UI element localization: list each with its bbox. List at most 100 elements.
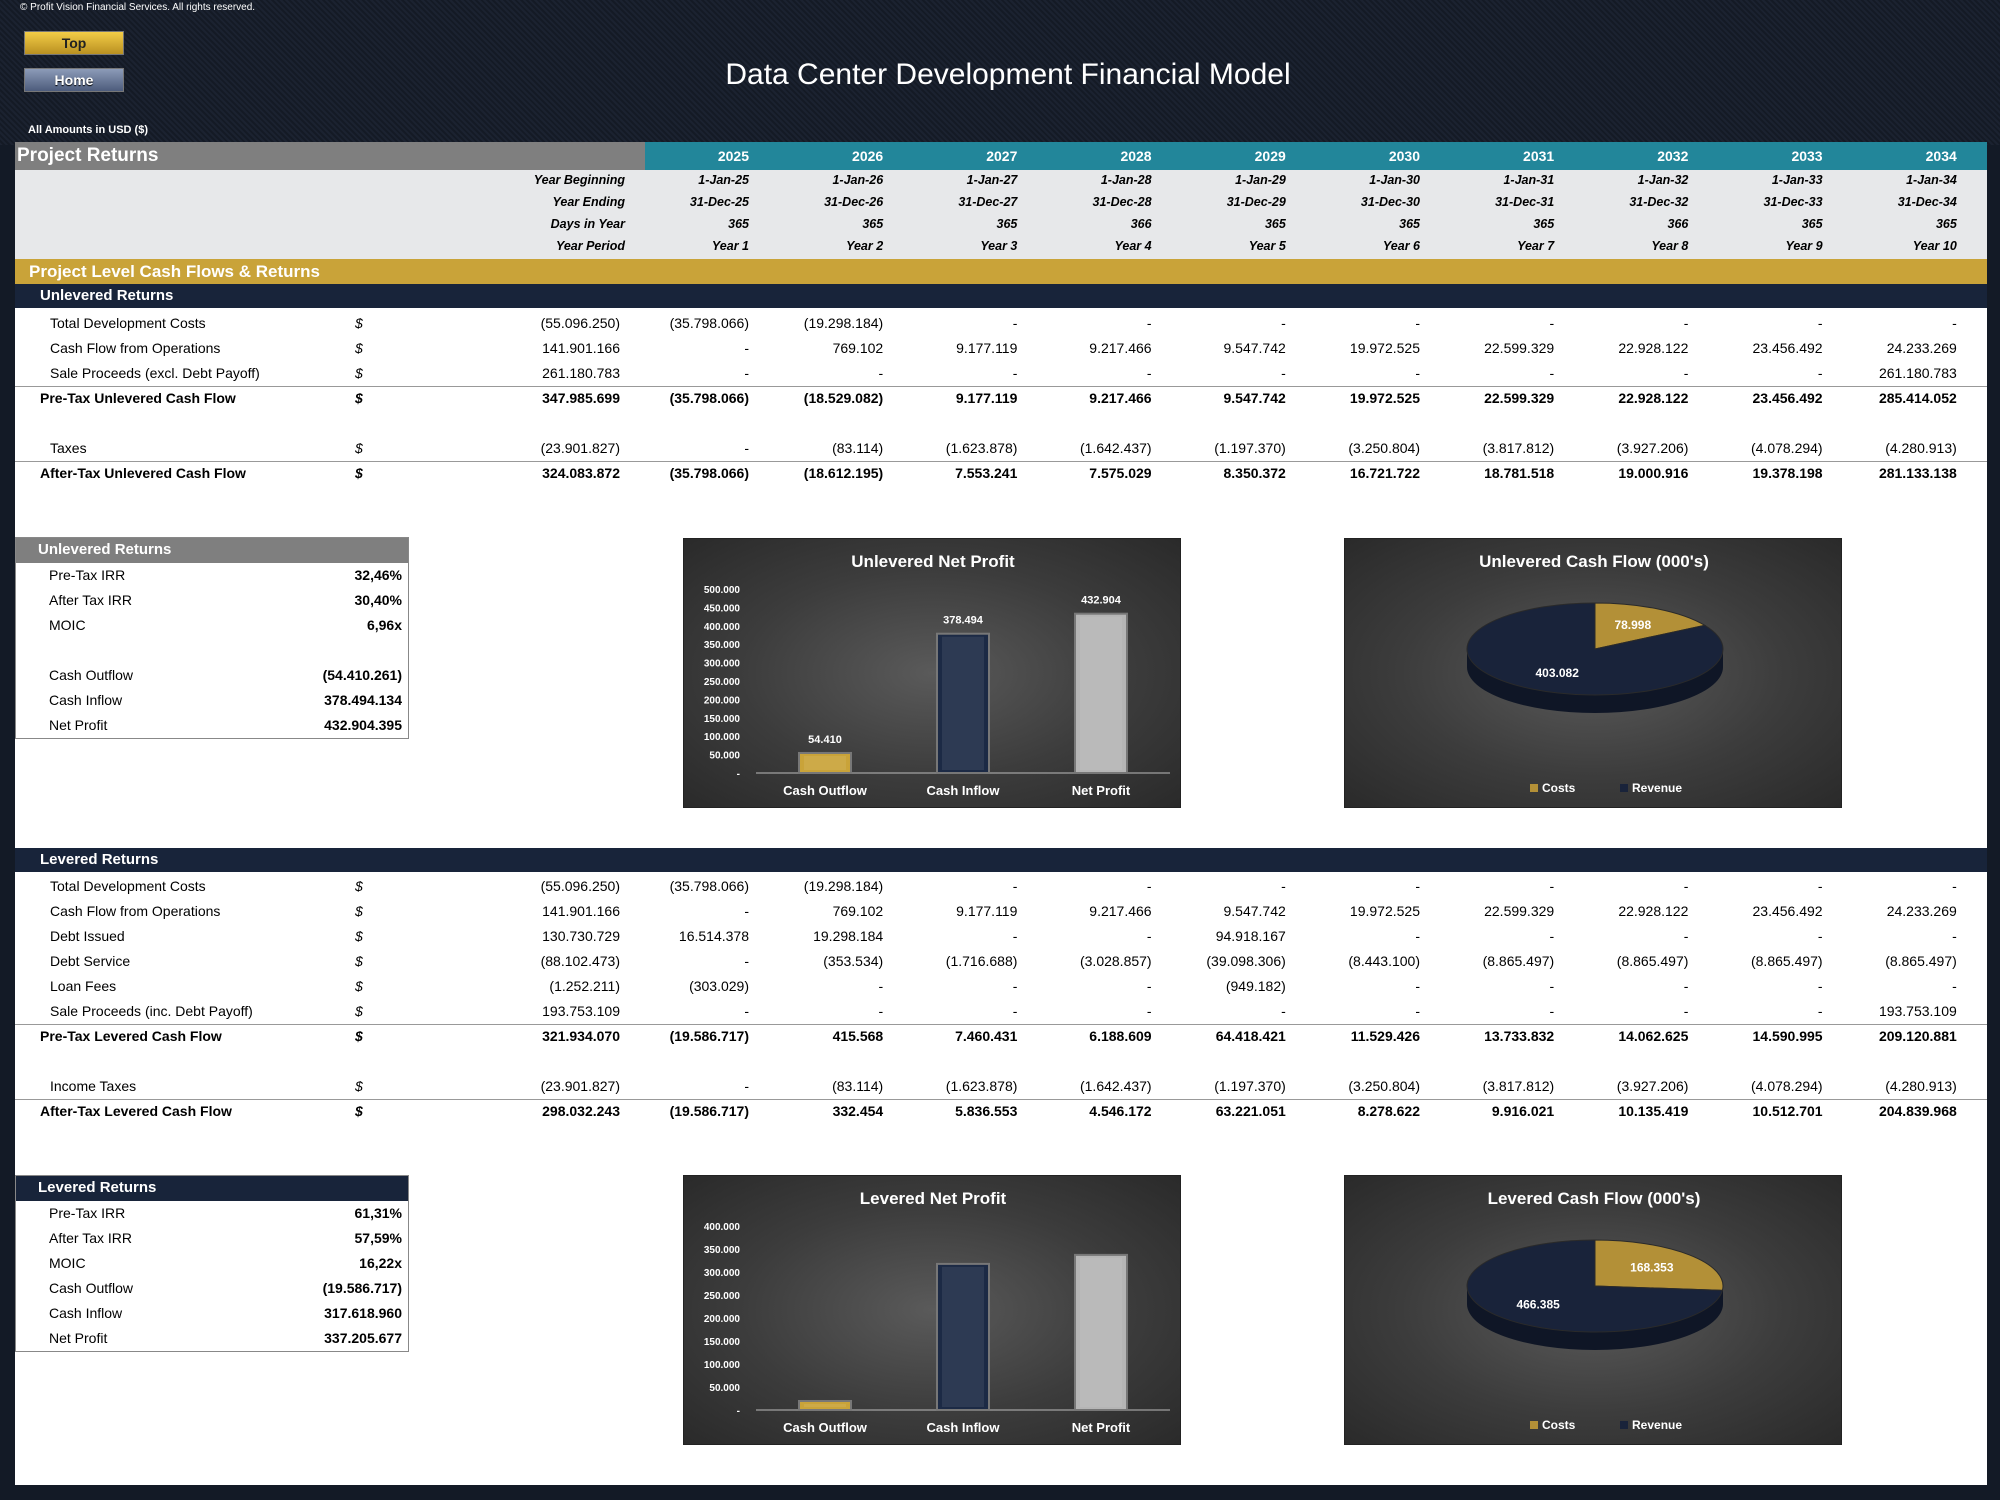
levered-summary-box: Levered Returns Pre-Tax IRR 61,31% After T…	[15, 1175, 409, 1352]
period-row-label: Year Ending	[552, 195, 625, 209]
year-header-bar: 2025 2026 2027 2028 2029 2030 2031 2032 2033 2034	[645, 142, 1987, 170]
row-value: (4.280.913)	[1885, 1078, 1957, 1094]
summary-value: (19.586.717)	[322, 1280, 402, 1296]
row-value: -	[1817, 878, 1823, 894]
row-value: 19.298.184	[813, 928, 884, 944]
row-value: (4.078.294)	[1750, 1078, 1823, 1094]
y-tick-label: 350.000	[704, 640, 741, 651]
row-value: (303.029)	[689, 978, 749, 994]
row-value: 9.916.021	[1491, 1103, 1555, 1119]
row-label: After-Tax Levered Cash Flow	[40, 1103, 232, 1119]
y-tick-label: 100.000	[704, 1360, 741, 1371]
row-value: -	[1549, 928, 1555, 944]
row-value: 10.512.701	[1752, 1103, 1823, 1119]
row-value: (3.817.812)	[1482, 1078, 1555, 1094]
row-value: 769.102	[832, 340, 884, 356]
row-value: 5.836.553	[955, 1103, 1018, 1119]
row-value: 22.928.122	[1618, 903, 1689, 919]
period-cell: 31-Dec-29	[1226, 195, 1286, 209]
period-cell: 1-Jan-34	[1906, 173, 1957, 187]
chart-title: Unlevered Cash Flow (000's)	[1479, 552, 1709, 571]
row-value: -	[1549, 1003, 1555, 1019]
period-cell: 366	[1130, 217, 1152, 231]
period-cell: 31-Dec-31	[1495, 195, 1555, 209]
summary-row: After Tax IRR 30,40%	[16, 588, 408, 613]
header-background	[0, 0, 2000, 145]
unit-label: $	[355, 365, 363, 381]
period-cell: 366	[1667, 217, 1689, 231]
unit-label: $	[355, 878, 363, 894]
home-button[interactable]: Home	[24, 68, 124, 92]
summary-label: Cash Outflow	[49, 1280, 134, 1296]
summary-value: 57,59%	[354, 1230, 402, 1246]
row-value: (19.586.717)	[669, 1028, 749, 1044]
period-cell: 365	[1801, 217, 1823, 231]
summary-row: Pre-Tax IRR 32,46%	[16, 563, 408, 588]
period-cell: Year 8	[1651, 239, 1689, 253]
period-cell: 31-Dec-28	[1092, 195, 1152, 209]
top-button[interactable]: Top	[24, 31, 124, 55]
summary-value: (54.410.261)	[322, 667, 402, 683]
spreadsheet: Project Returns 2025 2026 2027 2028 2029 2030…	[15, 142, 1987, 1485]
row-value: (353.534)	[823, 953, 884, 969]
period-cell: 1-Jan-29	[1235, 173, 1286, 187]
row-value: -	[1146, 928, 1152, 944]
row-value: 9.217.466	[1089, 903, 1152, 919]
y-tick-label: 100.000	[704, 732, 741, 743]
y-tick-label: 250.000	[704, 1291, 741, 1302]
y-tick-label: 400.000	[704, 1222, 741, 1233]
row-value: -	[1817, 365, 1823, 381]
row-label: Debt Service	[50, 953, 131, 969]
row-label: Pre-Tax Unlevered Cash Flow	[40, 390, 236, 406]
pie-slice	[1594, 602, 1707, 650]
row-value: -	[1817, 315, 1823, 331]
row-value: 9.547.742	[1223, 340, 1286, 356]
unit-label: $	[355, 465, 363, 481]
bar-highlight	[942, 636, 984, 770]
row-label: Taxes	[50, 440, 87, 456]
row-value: -	[1146, 978, 1152, 994]
period-cell: 1-Jan-30	[1369, 173, 1420, 187]
row-value: 4.546.172	[1089, 1103, 1152, 1119]
row-value: (3.927.206)	[1616, 440, 1689, 456]
table-row: Total Development Costs $ (55.096.250) (35.…	[15, 875, 1987, 897]
unit-label: $	[355, 340, 363, 356]
y-tick-label: 300.000	[704, 659, 741, 670]
y-tick-label: 250.000	[704, 677, 741, 688]
period-row-label: Days in Year	[550, 217, 625, 231]
row-value: (4.280.913)	[1885, 440, 1957, 456]
row-label: Income Taxes	[50, 1078, 137, 1094]
summary-label: Net Profit	[49, 1330, 108, 1346]
year-label: 2032	[1657, 148, 1689, 164]
row-value: (19.298.184)	[803, 315, 884, 331]
row-label: After-Tax Unlevered Cash Flow	[40, 465, 246, 481]
row-value: (35.798.066)	[669, 390, 749, 406]
row-total: (1.252.211)	[549, 978, 620, 994]
levered-net-profit-chart: Levered Net Profit - 50.000 100.000 150.000 2…	[683, 1175, 1181, 1445]
summary-value: 337.205.677	[324, 1330, 402, 1346]
row-value: (19.298.184)	[803, 878, 884, 894]
period-cell: 31-Dec-33	[1763, 195, 1823, 209]
row-value: 9.177.119	[956, 340, 1018, 356]
period-cell: 1-Jan-27	[966, 173, 1018, 187]
row-value: 22.599.329	[1484, 903, 1555, 919]
table-row: After-Tax Levered Cash Flow $298.032.243 (…	[15, 1099, 1987, 1121]
pie-slice	[1466, 602, 1724, 696]
page-title: Data Center Development Financial Model	[725, 58, 1291, 91]
y-tick-label: 300.000	[704, 1268, 741, 1279]
unit-label: $	[355, 390, 363, 406]
row-value: (35.798.066)	[669, 878, 749, 894]
row-value: -	[1952, 928, 1957, 944]
unlevered-net-profit-chart: Unlevered Net Profit - 50.000 100.000 150.00…	[683, 538, 1181, 808]
summary-label: Pre-Tax IRR	[49, 567, 126, 583]
period-cell: Year 1	[711, 239, 749, 253]
row-value: (18.529.082)	[803, 390, 884, 406]
row-value: 19.378.198	[1752, 465, 1823, 481]
row-value: (1.623.878)	[945, 1078, 1018, 1094]
unit-label: $	[355, 903, 363, 919]
summary-row: Cash Outflow (19.586.717)	[16, 1276, 408, 1301]
summary-row: Cash Inflow 378.494.134	[16, 688, 408, 713]
row-value: -	[744, 903, 749, 919]
unit-label: $	[355, 1103, 363, 1119]
summary-label: MOIC	[49, 1255, 86, 1271]
